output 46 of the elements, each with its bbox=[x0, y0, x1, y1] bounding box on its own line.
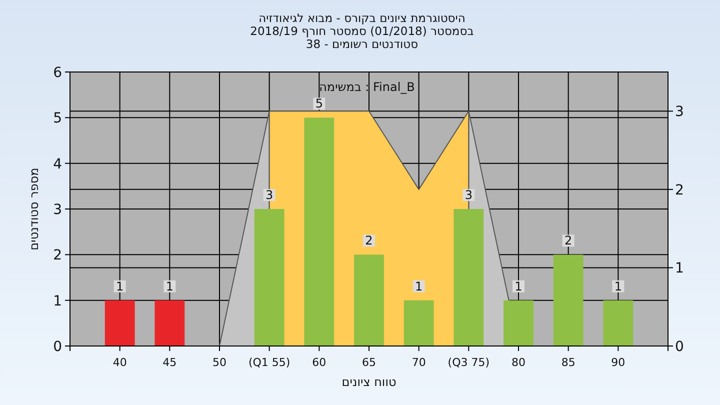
y2-tick-label: 2 bbox=[675, 182, 684, 198]
data-label: 3 bbox=[266, 188, 274, 202]
bar bbox=[603, 300, 634, 346]
y-tick-label: 0 bbox=[53, 339, 62, 355]
x-tick-label: 40 bbox=[112, 356, 127, 369]
y-tick-label: 4 bbox=[53, 156, 62, 172]
y-axis-title: מספר סטודנטים bbox=[27, 168, 41, 250]
y-tick-label: 6 bbox=[53, 65, 62, 81]
bar bbox=[354, 254, 384, 346]
x-tick-label: 65 bbox=[362, 356, 376, 369]
y2-tick-label: 3 bbox=[675, 104, 684, 120]
bar bbox=[504, 300, 534, 346]
chart-title: היסטוגרמת ציונים בקורס - מבוא לגיאודזיה bbox=[258, 11, 466, 25]
x-tick-label: 90 bbox=[611, 356, 626, 369]
data-label: 5 bbox=[315, 96, 323, 111]
x-tick-label: (Q3 75) bbox=[448, 356, 490, 369]
data-label: 3 bbox=[464, 188, 472, 202]
data-label: 1 bbox=[116, 279, 124, 294]
bar bbox=[304, 118, 334, 346]
bar bbox=[404, 300, 434, 346]
x-tick-label: 80 bbox=[512, 356, 526, 369]
x-tick-label: (Q1 55) bbox=[248, 356, 290, 369]
data-label: 1 bbox=[166, 279, 174, 294]
data-label: 2 bbox=[564, 234, 572, 248]
x-axis-title: טווח ציונים bbox=[342, 375, 396, 389]
x-tick-label: 70 bbox=[412, 356, 426, 369]
chart-subtitle: בסמסטר (01/2018) סמסטר חורף 2018/19 סטודנטים רשומים - 38 bbox=[250, 24, 474, 51]
data-label: 2 bbox=[365, 234, 373, 248]
y2-tick-label: 0 bbox=[675, 339, 684, 355]
bar bbox=[254, 209, 284, 346]
x-tick-label: 45 bbox=[162, 356, 177, 369]
annotation: במשימה : Final_B bbox=[319, 80, 415, 94]
y-tick-label: 2 bbox=[53, 248, 62, 264]
x-tick-label: 85 bbox=[561, 356, 576, 369]
y-tick-label: 5 bbox=[53, 110, 62, 127]
y-tick-label: 3 bbox=[53, 202, 62, 218]
bar bbox=[154, 300, 185, 346]
x-tick-label: 60 bbox=[312, 356, 326, 369]
data-label: 1 bbox=[514, 279, 522, 294]
x-tick-label: 50 bbox=[212, 356, 226, 369]
y-tick-label: 1 bbox=[53, 293, 62, 310]
y2-tick-label: 1 bbox=[675, 260, 684, 277]
bar bbox=[553, 254, 584, 346]
bar bbox=[104, 300, 135, 346]
data-label: 1 bbox=[415, 279, 423, 294]
data-label: 1 bbox=[614, 279, 622, 294]
